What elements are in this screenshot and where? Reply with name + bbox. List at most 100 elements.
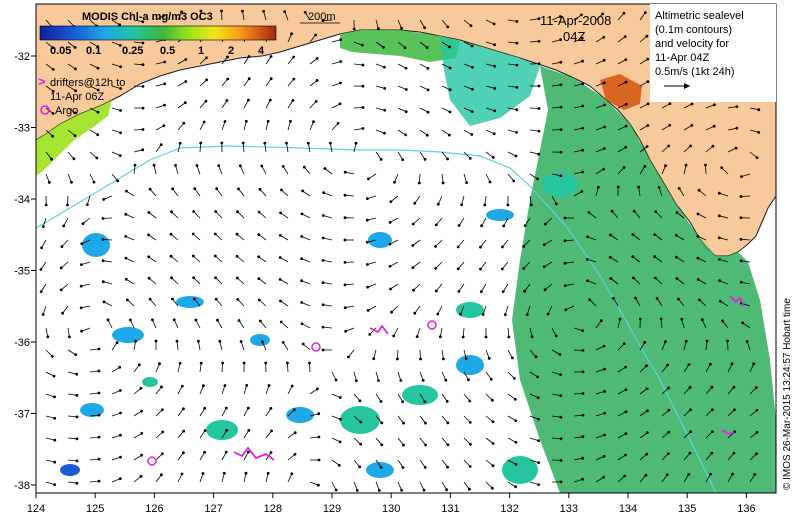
velocity-vector-head [491,486,494,490]
velocity-vector [331,103,341,109]
velocity-vector-head [75,415,79,419]
velocity-vector-head [101,217,105,220]
velocity-vector [389,261,399,267]
velocity-vector-head [79,284,83,288]
velocity-vector [89,458,100,461]
velocity-vector-head [92,180,96,184]
velocity-vector [45,437,55,441]
velocity-vector-head [60,245,64,249]
velocity-vector [265,430,272,439]
velocity-vector [199,430,206,439]
velocity-vector-head [730,362,734,366]
velocity-vector-head [170,210,173,214]
velocity-vector [587,236,597,241]
velocity-vector-head [717,236,721,240]
velocity-vector-head [73,46,77,49]
velocity-vector [485,19,495,25]
velocity-vector-head [559,150,563,154]
velocity-vector [463,349,467,359]
velocity-vector-head [602,35,606,39]
velocity-vector-head [412,288,415,292]
velocity-vector-head [444,378,448,382]
velocity-vector-head [666,452,670,455]
velocity-vector [727,409,735,417]
velocity-vector [435,217,443,226]
velocity-vector-head [140,409,143,413]
velocity-vector-head [392,334,396,338]
velocity-vector-head [257,298,261,302]
velocity-vector-head [280,188,283,192]
velocity-vector-head [96,66,100,70]
velocity-vector [655,277,663,285]
velocity-vector-head [205,78,209,82]
velocity-vector-head [404,66,408,70]
velocity-vector-head [125,189,128,193]
velocity-vector-head [118,23,121,27]
velocity-vector [610,256,619,263]
velocity-vector [323,192,333,197]
velocity-vector [375,19,379,29]
velocity-vector-head [603,390,606,393]
velocity-vector [683,387,691,395]
velocity-vector-head [426,66,430,70]
velocity-vector-head [491,464,495,468]
velocity-vector [565,305,575,311]
velocity-vector-head [389,200,393,204]
velocity-vector-head [436,202,440,206]
velocity-vector [507,173,515,182]
velocity-vector-head [202,384,205,388]
velocity-vector [507,459,517,465]
velocity-vector [367,261,377,265]
velocity-vector-head [192,210,196,213]
velocity-vector-head [141,41,145,45]
velocity-vector [375,63,385,68]
velocity-vector-head [201,472,205,475]
velocity-vector-head [732,451,736,455]
velocity-vector [133,475,142,483]
velocity-vector-head [512,179,516,183]
velocity-vector [133,19,143,23]
velocity-vector-head [413,201,417,205]
velocity-vector-head [471,65,474,69]
velocity-vector [507,19,517,22]
velocity-vector-head [624,365,627,369]
velocity-vector [309,436,319,439]
velocity-vector [749,363,755,373]
velocity-vector [177,81,186,87]
velocity-vector [463,41,473,47]
velocity-vector-head [300,301,304,304]
x-tick-label-130: 130 [382,503,400,515]
velocity-vector-head [745,340,749,343]
velocity-vector-head [523,289,526,293]
velocity-vector [639,146,648,153]
velocity-vector-head [457,290,461,293]
velocity-vector-head [602,167,605,171]
colorbar-tick-6: 4 [258,45,265,57]
velocity-vector [639,12,646,21]
velocity-vector-head [158,362,161,366]
velocity-vector-head [118,477,122,480]
velocity-vector-head [361,106,365,109]
velocity-vector-head [51,112,55,115]
velocity-vector [589,299,597,307]
velocity-vector-head [471,87,474,91]
velocity-vector [170,255,179,263]
velocity-vector-head [697,188,701,192]
velocity-vector [133,63,144,66]
velocity-vector [221,10,223,21]
velocity-vector-head [612,296,615,300]
velocity-vector-head [603,367,606,371]
velocity-vector [81,261,91,265]
velocity-vector-head [382,45,385,49]
velocity-vector-head [291,99,295,102]
y-tick-label--34: -34 [14,194,30,206]
velocity-vector-head [425,46,429,49]
velocity-vector-head [53,416,57,420]
velocity-vector-head [314,100,318,103]
velocity-vector [661,387,669,395]
velocity-vector-head [537,461,540,464]
velocity-vector-head [278,278,282,281]
velocity-vector-head [501,290,505,293]
velocity-vector [390,195,399,202]
velocity-vector [390,283,399,290]
